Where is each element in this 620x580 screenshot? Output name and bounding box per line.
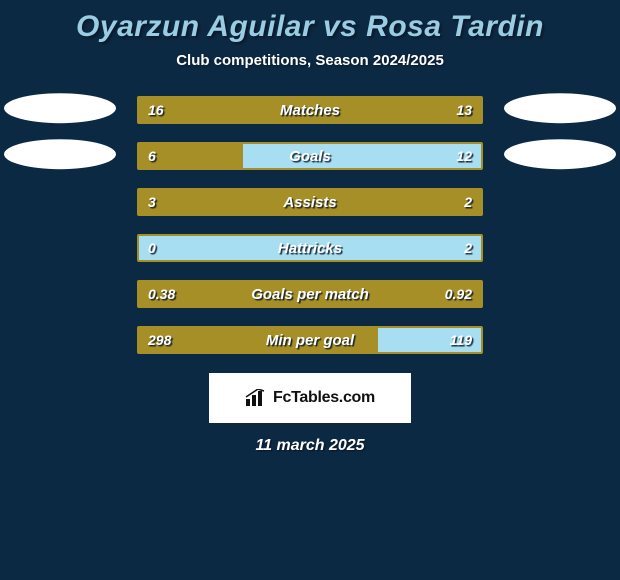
player-right-avatar-placeholder bbox=[504, 93, 616, 123]
stat-label: Assists bbox=[139, 190, 481, 214]
stat-label: Hattricks bbox=[139, 236, 481, 260]
stat-value-left: 0.38 bbox=[139, 282, 184, 306]
stat-value-left: 6 bbox=[139, 144, 165, 168]
stat-value-left: 16 bbox=[139, 98, 173, 122]
player-right-avatar-placeholder bbox=[504, 139, 616, 169]
stat-value-right: 119 bbox=[441, 328, 481, 352]
stat-bar-track: Goals6 12 bbox=[137, 142, 483, 170]
stat-bar-track: Min per goal298 119 bbox=[137, 326, 483, 354]
comparison-card: Oyarzun Aguilar vs Rosa Tardin Club comp… bbox=[0, 0, 620, 580]
stat-value-right: 2 bbox=[455, 236, 481, 260]
stat-row: Goals6 12 bbox=[0, 133, 620, 179]
player-left-avatar-placeholder bbox=[4, 93, 116, 123]
stat-label: Matches bbox=[139, 98, 481, 122]
stat-value-right: 13 bbox=[447, 98, 481, 122]
stat-value-left: 0 bbox=[139, 236, 165, 260]
stat-row: Goals per match0.38 0.92 bbox=[0, 271, 620, 317]
stat-label: Goals bbox=[139, 144, 481, 168]
page-title: Oyarzun Aguilar vs Rosa Tardin bbox=[0, 10, 620, 44]
stat-row: Hattricks0 2 bbox=[0, 225, 620, 271]
stat-row: Matches16 13 bbox=[0, 87, 620, 133]
stat-bar-track: Goals per match0.38 0.92 bbox=[137, 280, 483, 308]
stat-label: Goals per match bbox=[139, 282, 481, 306]
source-badge: FcTables.com bbox=[209, 373, 411, 423]
stat-value-left: 3 bbox=[139, 190, 165, 214]
stat-bar-track: Matches16 13 bbox=[137, 96, 483, 124]
stat-row: Assists3 2 bbox=[0, 179, 620, 225]
page-subtitle: Club competitions, Season 2024/2025 bbox=[0, 52, 620, 69]
stat-row: Min per goal298 119 bbox=[0, 317, 620, 363]
stat-value-left: 298 bbox=[139, 328, 180, 352]
stat-rows: Matches1613Goals612Assists32Hattricks02G… bbox=[0, 87, 620, 363]
stat-value-right: 2 bbox=[455, 190, 481, 214]
stat-value-right: 0.92 bbox=[436, 282, 481, 306]
footer-date: 11 march 2025 bbox=[0, 437, 620, 455]
source-badge-text: FcTables.com bbox=[273, 389, 375, 407]
bar-chart-icon bbox=[245, 389, 267, 407]
stat-bar-track: Assists3 2 bbox=[137, 188, 483, 216]
player-left-avatar-placeholder bbox=[4, 139, 116, 169]
stat-value-right: 12 bbox=[447, 144, 481, 168]
stat-bar-track: Hattricks0 2 bbox=[137, 234, 483, 262]
stat-label: Min per goal bbox=[139, 328, 481, 352]
